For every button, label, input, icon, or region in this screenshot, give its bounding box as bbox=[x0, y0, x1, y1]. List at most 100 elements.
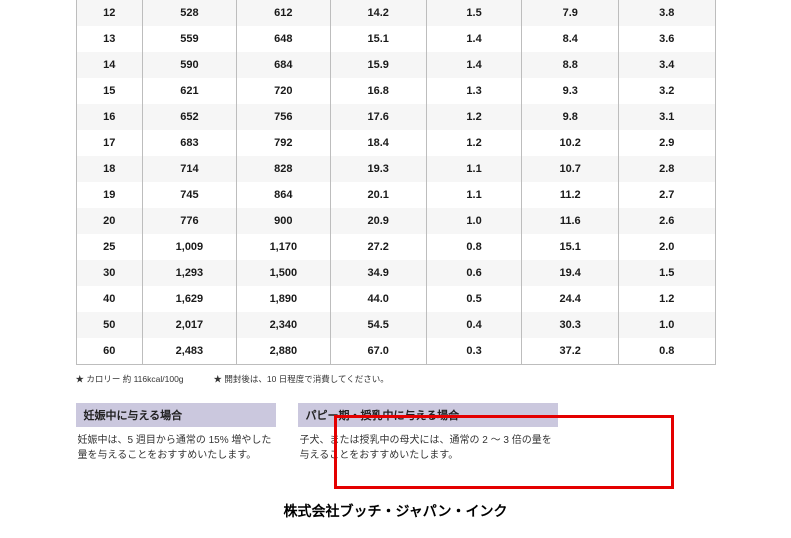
table-cell: 0.8 bbox=[618, 338, 715, 364]
table-cell: 11.2 bbox=[522, 182, 618, 208]
table-cell: 1.2 bbox=[618, 286, 715, 312]
table-cell: 15.1 bbox=[522, 234, 618, 260]
table-cell: 3.2 bbox=[618, 78, 715, 104]
table-row: 1459068415.91.48.83.4 bbox=[76, 52, 715, 78]
table-cell: 2.6 bbox=[618, 208, 715, 234]
table-cell: 1.5 bbox=[426, 0, 522, 26]
table-cell: 54.5 bbox=[330, 312, 426, 338]
table-cell: 44.0 bbox=[330, 286, 426, 312]
table-cell: 559 bbox=[142, 26, 236, 52]
table-cell: 684 bbox=[236, 52, 330, 78]
table-cell: 67.0 bbox=[330, 338, 426, 364]
table-cell: 612 bbox=[236, 0, 330, 26]
table-cell: 1,629 bbox=[142, 286, 236, 312]
infobox-pregnancy-body: 妊娠中は、5 週目から通常の 15% 増やした量を与えることをおすすめいたします… bbox=[76, 427, 276, 465]
infobox-pregnancy-header: 妊娠中に与える場合 bbox=[76, 403, 276, 427]
table-cell: 10.7 bbox=[522, 156, 618, 182]
table-cell: 20 bbox=[76, 208, 142, 234]
table-cell: 8.8 bbox=[522, 52, 618, 78]
table-cell: 24.4 bbox=[522, 286, 618, 312]
table-cell: 10.2 bbox=[522, 130, 618, 156]
table-cell: 9.3 bbox=[522, 78, 618, 104]
infobox-pregnancy: 妊娠中に与える場合 妊娠中は、5 週目から通常の 15% 増やした量を与えること… bbox=[76, 403, 276, 465]
table-cell: 20.9 bbox=[330, 208, 426, 234]
table-cell: 8.4 bbox=[522, 26, 618, 52]
table-cell: 621 bbox=[142, 78, 236, 104]
table-cell: 683 bbox=[142, 130, 236, 156]
table-cell: 11.6 bbox=[522, 208, 618, 234]
table-cell: 40 bbox=[76, 286, 142, 312]
feeding-table: 1252861214.21.57.93.81355964815.11.48.43… bbox=[76, 0, 716, 365]
table-cell: 2.9 bbox=[618, 130, 715, 156]
table-cell: 16.8 bbox=[330, 78, 426, 104]
table-cell: 1.0 bbox=[426, 208, 522, 234]
table-cell: 15.9 bbox=[330, 52, 426, 78]
table-cell: 1.3 bbox=[426, 78, 522, 104]
table-cell: 2.7 bbox=[618, 182, 715, 208]
table-cell: 864 bbox=[236, 182, 330, 208]
table-row: 1871482819.31.110.72.8 bbox=[76, 156, 715, 182]
table-cell: 1.4 bbox=[426, 52, 522, 78]
table-cell: 2,483 bbox=[142, 338, 236, 364]
table-cell: 776 bbox=[142, 208, 236, 234]
table-cell: 17.6 bbox=[330, 104, 426, 130]
table-row: 301,2931,50034.90.619.41.5 bbox=[76, 260, 715, 286]
table-cell: 30 bbox=[76, 260, 142, 286]
table-row: 1355964815.11.48.43.6 bbox=[76, 26, 715, 52]
table-cell: 528 bbox=[142, 0, 236, 26]
table-cell: 30.3 bbox=[522, 312, 618, 338]
table-cell: 14.2 bbox=[330, 0, 426, 26]
table-row: 401,6291,89044.00.524.41.2 bbox=[76, 286, 715, 312]
table-cell: 745 bbox=[142, 182, 236, 208]
table-cell: 0.5 bbox=[426, 286, 522, 312]
table-cell: 1,293 bbox=[142, 260, 236, 286]
table-cell: 590 bbox=[142, 52, 236, 78]
table-cell: 27.2 bbox=[330, 234, 426, 260]
table-cell: 0.3 bbox=[426, 338, 522, 364]
table-cell: 9.8 bbox=[522, 104, 618, 130]
table-cell: 828 bbox=[236, 156, 330, 182]
table-cell: 16 bbox=[76, 104, 142, 130]
table-cell: 1,009 bbox=[142, 234, 236, 260]
table-cell: 14 bbox=[76, 52, 142, 78]
table-cell: 12 bbox=[76, 0, 142, 26]
table-cell: 1.1 bbox=[426, 156, 522, 182]
table-cell: 0.8 bbox=[426, 234, 522, 260]
table-row: 1252861214.21.57.93.8 bbox=[76, 0, 715, 26]
table-cell: 2.0 bbox=[618, 234, 715, 260]
table-cell: 18 bbox=[76, 156, 142, 182]
table-cell: 2,340 bbox=[236, 312, 330, 338]
table-cell: 0.6 bbox=[426, 260, 522, 286]
table-cell: 1.2 bbox=[426, 104, 522, 130]
table-cell: 1.2 bbox=[426, 130, 522, 156]
table-cell: 756 bbox=[236, 104, 330, 130]
infobox-puppy-body: 子犬、または授乳中の母犬には、通常の 2 ～ 3 倍の量を与えることをおすすめい… bbox=[298, 427, 558, 465]
table-cell: 19.3 bbox=[330, 156, 426, 182]
table-cell: 2,017 bbox=[142, 312, 236, 338]
table-cell: 15.1 bbox=[330, 26, 426, 52]
table-cell: 792 bbox=[236, 130, 330, 156]
table-cell: 720 bbox=[236, 78, 330, 104]
table-cell: 7.9 bbox=[522, 0, 618, 26]
table-cell: 2.8 bbox=[618, 156, 715, 182]
table-cell: 3.8 bbox=[618, 0, 715, 26]
table-cell: 652 bbox=[142, 104, 236, 130]
note-calorie: ★ カロリー 約 116kcal/100g bbox=[76, 373, 184, 385]
note-consume: ★ 開封後は、10 日程度で消費してください。 bbox=[214, 373, 389, 385]
table-cell: 34.9 bbox=[330, 260, 426, 286]
table-row: 502,0172,34054.50.430.31.0 bbox=[76, 312, 715, 338]
table-cell: 25 bbox=[76, 234, 142, 260]
table-row: 251,0091,17027.20.815.12.0 bbox=[76, 234, 715, 260]
table-row: 2077690020.91.011.62.6 bbox=[76, 208, 715, 234]
table-row: 1665275617.61.29.83.1 bbox=[76, 104, 715, 130]
table-cell: 37.2 bbox=[522, 338, 618, 364]
table-row: 1768379218.41.210.22.9 bbox=[76, 130, 715, 156]
table-cell: 1.4 bbox=[426, 26, 522, 52]
table-cell: 17 bbox=[76, 130, 142, 156]
infobox-puppy-header: パピー期・授乳中に与える場合 bbox=[298, 403, 558, 427]
table-cell: 60 bbox=[76, 338, 142, 364]
table-row: 1562172016.81.39.33.2 bbox=[76, 78, 715, 104]
table-cell: 714 bbox=[142, 156, 236, 182]
table-cell: 50 bbox=[76, 312, 142, 338]
table-row: 1974586420.11.111.22.7 bbox=[76, 182, 715, 208]
